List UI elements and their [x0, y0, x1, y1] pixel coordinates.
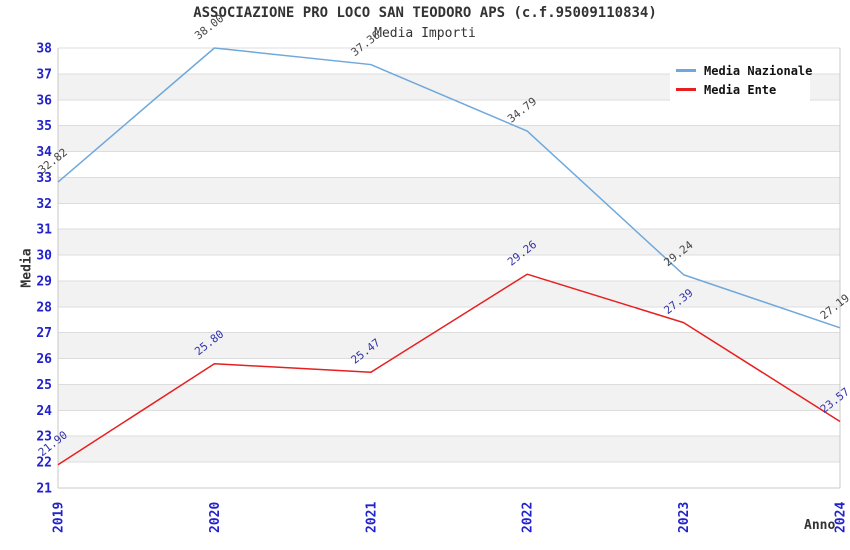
- y-axis-title: Media: [19, 248, 35, 288]
- x-tick-label: 2023: [677, 502, 692, 533]
- x-tick-label: 2020: [208, 502, 223, 533]
- chart-title: ASSOCIAZIONE PRO LOCO SAN TEODORO APS (c…: [193, 5, 657, 21]
- series-line-media-ente: [57, 273, 841, 466]
- y-tick-label: 28: [36, 300, 52, 315]
- legend-line-swatch-icon: [676, 69, 696, 72]
- plot-band: [58, 332, 840, 359]
- x-tick-label: 2021: [364, 502, 379, 533]
- y-tick-label: 21: [36, 482, 52, 497]
- data-label: 37.36: [349, 28, 383, 59]
- legend-item-media-ente: Media Ente: [676, 83, 810, 97]
- y-tick-label: 26: [36, 352, 52, 367]
- legend-item-label: Media Ente: [704, 82, 777, 97]
- plot-band: [58, 436, 840, 463]
- plot-band: [58, 229, 840, 256]
- y-tick-label: 22: [36, 456, 52, 471]
- plot-band: [58, 177, 840, 204]
- legend-item-label: Media Nazionale: [704, 63, 813, 78]
- plot-band: [58, 384, 840, 411]
- x-tick-label: 2022: [521, 502, 536, 533]
- y-tick-label: 30: [36, 249, 52, 264]
- y-tick-label: 23: [36, 430, 52, 445]
- y-tick-label: 33: [36, 171, 52, 186]
- x-axis-title: Anno: [804, 518, 836, 533]
- y-tick-label: 29: [36, 274, 52, 289]
- y-tick-label: 27: [36, 326, 52, 341]
- plot-band: [58, 125, 840, 152]
- data-label: 38.00: [192, 12, 226, 43]
- legend-line-swatch-icon: [676, 88, 696, 91]
- chart-subtitle: Media Importi: [374, 26, 476, 41]
- legend: Media Nazionale Media Ente: [670, 57, 813, 103]
- y-tick-label: 35: [36, 119, 52, 134]
- x-tick-label: 2024: [834, 502, 849, 533]
- y-tick-label: 36: [36, 93, 52, 108]
- legend-item-media-nazionale: Media Nazionale: [676, 63, 813, 78]
- y-tick-label: 37: [36, 67, 52, 82]
- y-tick-label: 31: [36, 223, 52, 238]
- y-tick-label: 24: [36, 404, 52, 419]
- plot-band: [58, 280, 840, 307]
- y-tick-label: 38: [36, 42, 52, 57]
- series-line-media-nazionale: [57, 47, 841, 329]
- x-tick-label: 2019: [52, 502, 67, 533]
- y-tick-label: 32: [36, 197, 52, 212]
- y-tick-label: 34: [36, 145, 52, 160]
- y-tick-label: 25: [36, 378, 52, 393]
